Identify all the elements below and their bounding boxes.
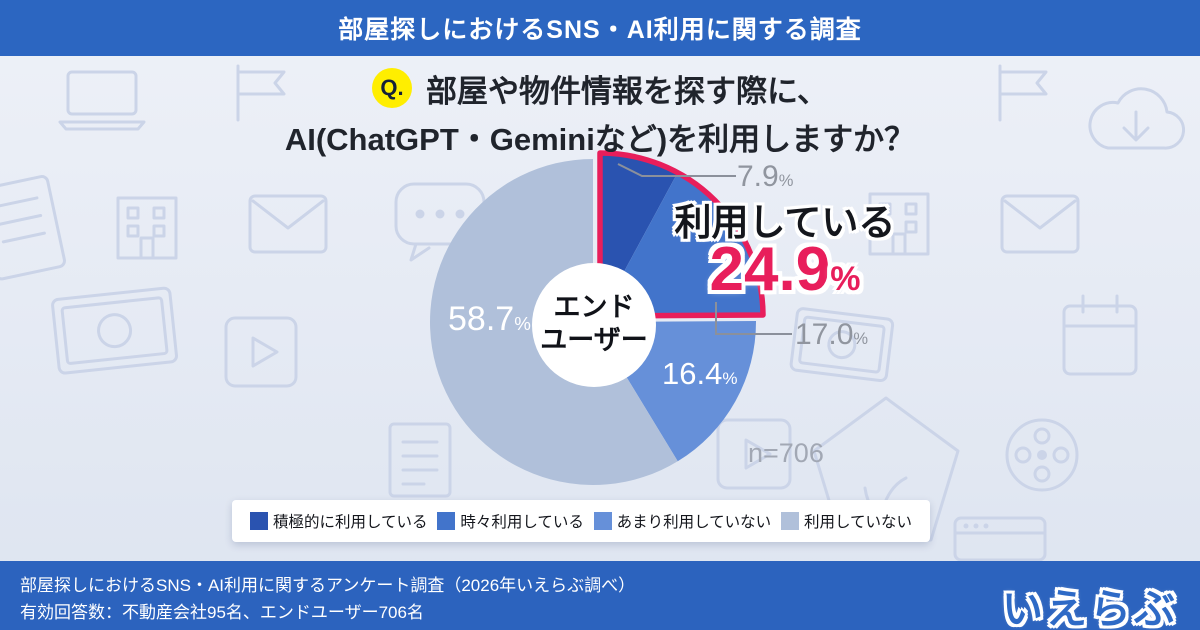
legend-swatch xyxy=(437,512,456,530)
legend-swatch xyxy=(250,512,268,530)
header-bar: 部屋探しにおけるSNS・AI利用に関する調査 xyxy=(0,0,1200,56)
footer-respondents-line: 有効回答数：不動産会社95名、エンドユーザー706名 xyxy=(20,603,424,622)
segment-label-sometimes-using: 17.0% xyxy=(795,318,869,351)
segment-label-not-using: 58.7% xyxy=(448,300,531,338)
question-text-line1: 部屋や物件情報を探す際に、 xyxy=(425,73,829,109)
segment-label-rarely-using: 16.4% xyxy=(662,356,738,391)
donut-center-label: エンド ユーザー xyxy=(540,292,648,355)
watermark-money-icon xyxy=(51,286,178,375)
legend-item: 積極的に利用している xyxy=(250,510,428,532)
legend-item: あまり利用していない xyxy=(593,510,772,532)
highlight-value: 24.9% xyxy=(709,235,861,304)
footer-source-line: 部屋探しにおけるSNS・AI利用に関するアンケート調査（2026年いえらぶ調べ） xyxy=(20,576,636,595)
watermark-envelope-icon xyxy=(248,194,328,254)
question-block: Q. 部屋や物件情報を探す際に、 AI(ChatGPT・Geminiなど)を利用… xyxy=(0,66,1200,159)
legend-label: 積極的に利用している xyxy=(273,514,428,531)
legend-swatch xyxy=(593,512,612,530)
legend-item: 利用していない xyxy=(780,510,912,532)
footer-bar: 部屋探しにおけるSNS・AI利用に関するアンケート調査（2026年いえらぶ調べ）… xyxy=(0,561,1200,630)
legend-label: 利用していない xyxy=(803,514,912,531)
watermark-browser-window-icon xyxy=(953,516,1047,562)
ielove-logo: いえらぶ xyxy=(1002,586,1178,630)
legend-swatch xyxy=(780,512,799,530)
segment-label-actively-using: 7.9% xyxy=(737,160,794,193)
question-badge-icon: Q. xyxy=(371,68,412,108)
legend-label: 時々利用している xyxy=(460,514,584,531)
question-line1: Q. 部屋や物件情報を探す際に、 xyxy=(0,66,1200,110)
legend: 積極的に利用している 時々利用している あまり利用していない 利用していない xyxy=(232,500,930,542)
question-text-line2: AI(ChatGPT・Geminiなど)を利用しますか？ xyxy=(284,122,916,157)
sample-size-label: n=706 xyxy=(748,438,824,468)
leader-line-7-9 xyxy=(617,163,736,177)
watermark-document-icon xyxy=(388,422,452,498)
watermark-building-icon xyxy=(116,196,178,260)
watermark-memo-icon xyxy=(0,175,66,281)
watermark-play-video-icon xyxy=(224,316,298,388)
watermark-envelope-icon xyxy=(1000,194,1080,254)
highlight-label: 利用している xyxy=(674,202,896,243)
legend-label: あまり利用していない xyxy=(616,514,772,531)
page-title: 部屋探しにおけるSNS・AI利用に関する調査 xyxy=(338,16,862,44)
watermark-chat-bubble-icon xyxy=(394,182,486,262)
leader-line-17-0 xyxy=(715,302,792,335)
watermark-film-reel-icon xyxy=(1005,418,1079,492)
legend-item: 時々利用している xyxy=(437,510,584,532)
watermark-calendar-icon xyxy=(1062,294,1138,376)
